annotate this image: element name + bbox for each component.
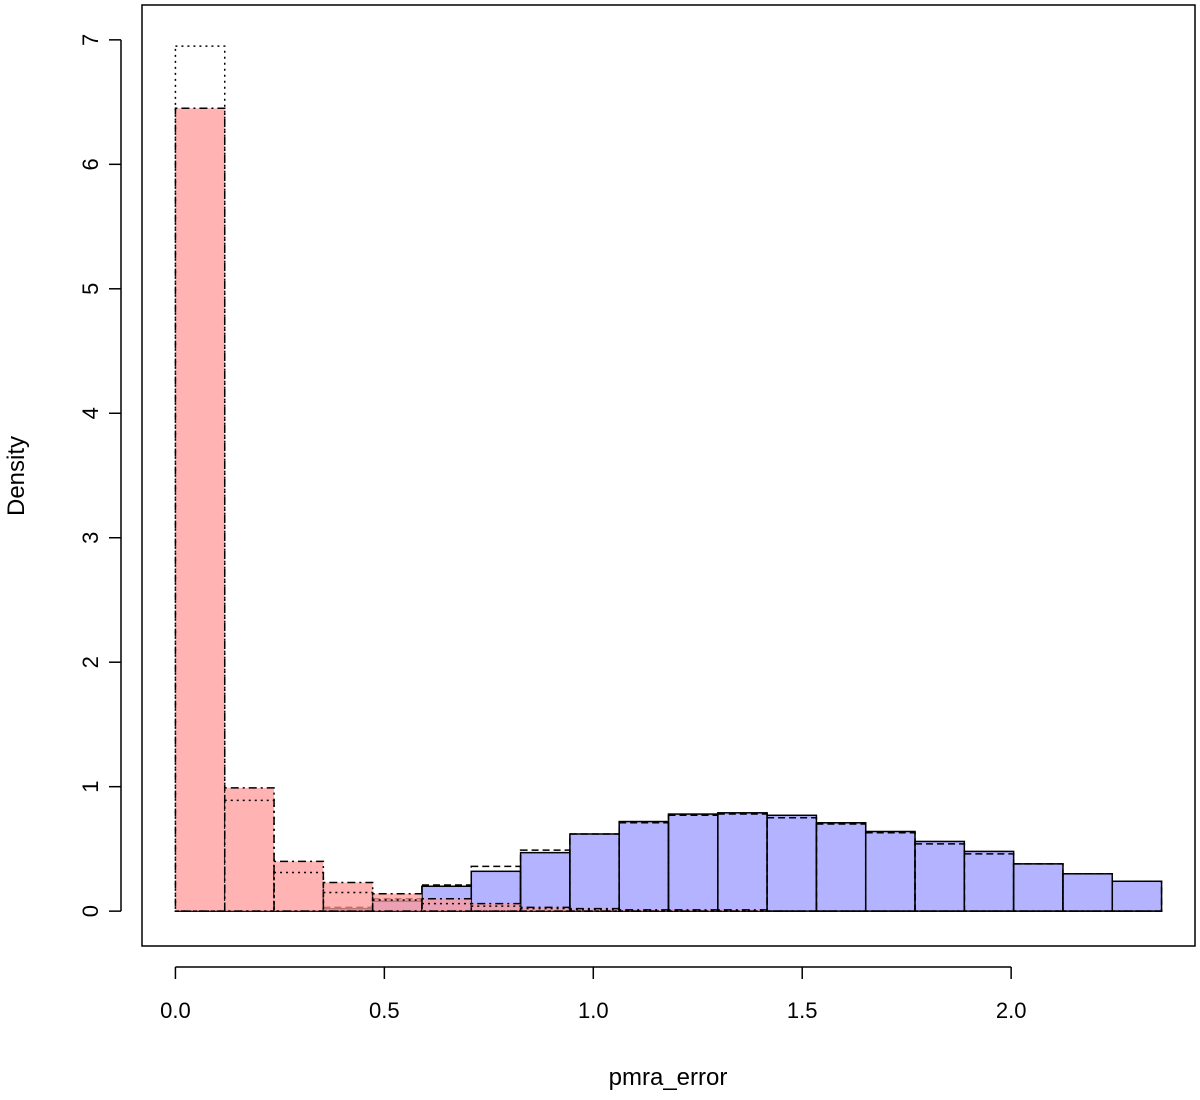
series-2-bar-6 — [470, 902, 522, 912]
x-axis: 0.0 0.5 1.0 1.5 2.0 — [160, 966, 1027, 1023]
y-axis: 0 1 2 3 4 5 6 7 — [78, 34, 122, 917]
y-axis-title: Density — [3, 436, 30, 516]
y-tick-label: 4 — [78, 407, 103, 419]
series-0-bar-19 — [1111, 880, 1163, 912]
series-3-bar-4 — [371, 899, 423, 912]
y-tick-label: 0 — [78, 905, 103, 917]
series-2-bar-4 — [371, 892, 423, 912]
series-0-bar-16 — [963, 850, 1015, 912]
series-2 — [174, 107, 1163, 912]
y-tick-label: 5 — [78, 283, 103, 295]
bars-layer — [174, 45, 1163, 912]
series-0-bar-7 — [519, 851, 571, 912]
series-2-bar-2 — [273, 860, 325, 912]
series-2-bar-5 — [421, 897, 473, 912]
series-0-bar-17 — [1012, 863, 1064, 912]
y-tick-label: 3 — [78, 532, 103, 544]
series-3-bar-7 — [519, 907, 571, 912]
plot-frame — [141, 4, 1196, 947]
series-3-bar-0 — [174, 45, 226, 912]
series-0-bar-9 — [618, 820, 670, 912]
series-1-bar-8 — [569, 833, 620, 912]
y-tick-label: 2 — [78, 656, 103, 668]
series-2-bar-0 — [174, 107, 226, 912]
series-0-bar-18 — [1062, 873, 1114, 912]
series-0-bar-8 — [569, 833, 620, 912]
series-0-bar-15 — [914, 840, 966, 912]
series-0-bar-11 — [717, 812, 768, 912]
y-tick-label: 1 — [78, 781, 103, 793]
series-2-bar-3 — [322, 881, 374, 912]
y-tick-label: 7 — [78, 34, 103, 46]
series-3-bar-2 — [273, 871, 325, 912]
series-3-bar-1 — [223, 799, 275, 912]
series-3-bar-3 — [322, 891, 374, 912]
series-2-bar-1 — [223, 787, 275, 912]
series-0-bar-12 — [766, 814, 818, 912]
x-tick-label: 0.0 — [160, 998, 191, 1023]
x-tick-label: 1.0 — [578, 998, 609, 1023]
series-0-bar-13 — [815, 822, 867, 912]
series-3-bar-6 — [470, 905, 522, 912]
x-tick-label: 2.0 — [996, 998, 1027, 1023]
series-3-bar-5 — [421, 902, 473, 912]
x-axis-title: pmra_error — [609, 1064, 728, 1091]
x-tick-label: 0.5 — [369, 998, 400, 1023]
series-1-bar-9 — [618, 822, 670, 912]
x-tick-label: 1.5 — [787, 998, 818, 1023]
series-0-bar-10 — [667, 813, 719, 912]
series-0-bar-14 — [864, 830, 916, 912]
y-tick-label: 6 — [78, 158, 103, 170]
series-3 — [174, 45, 1163, 912]
series-1-bar-16 — [963, 853, 1015, 912]
series-1-bar-14 — [864, 831, 916, 912]
